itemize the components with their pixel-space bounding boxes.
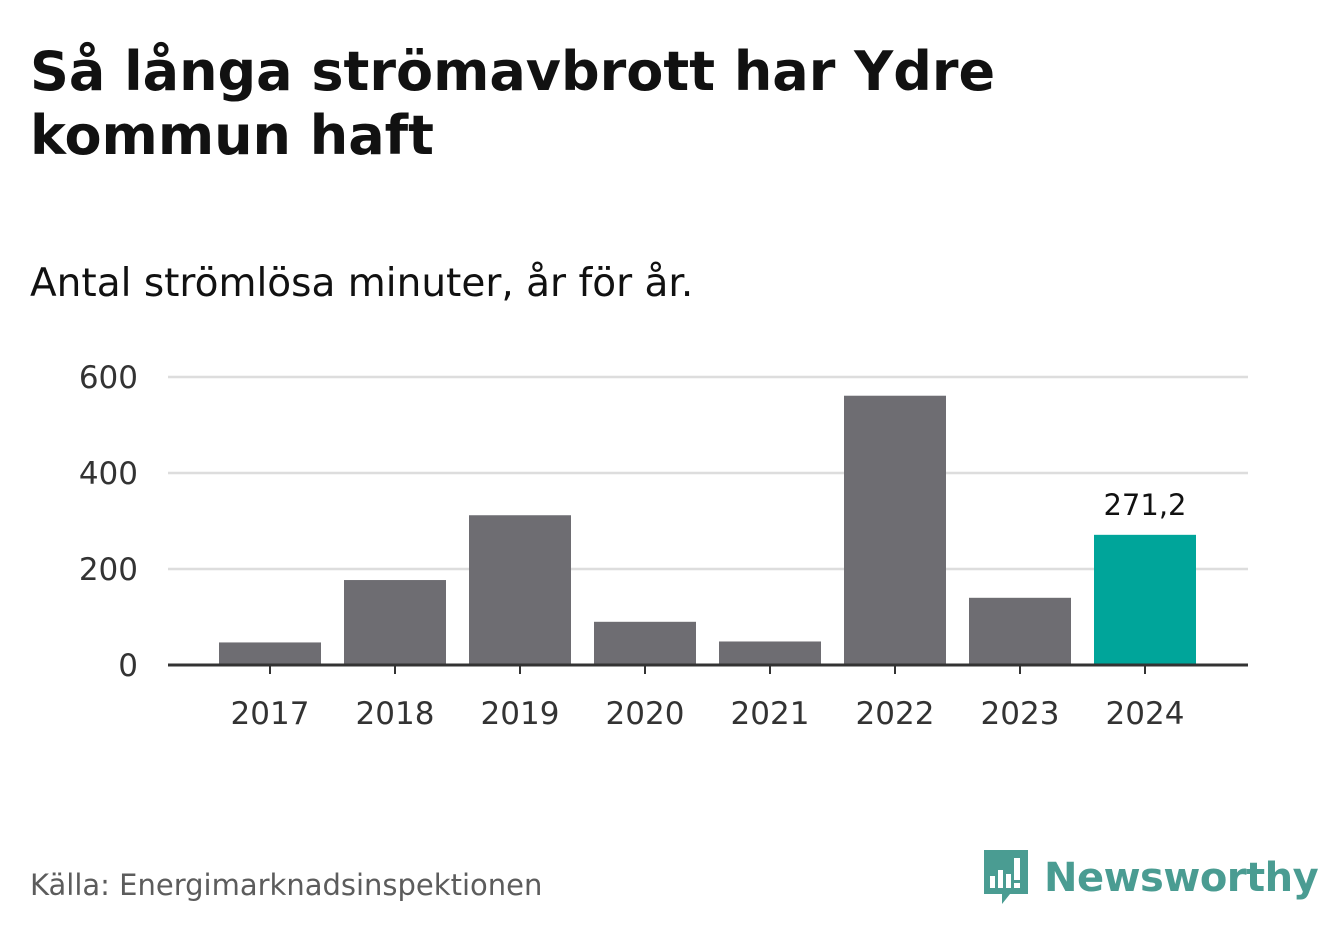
bar: [844, 395, 946, 665]
y-tick-label: 0: [118, 648, 138, 684]
bar: [969, 597, 1071, 665]
x-tick-label: 2021: [731, 696, 810, 732]
x-tick-label: 2019: [481, 696, 560, 732]
data-label: 271,2: [1103, 488, 1186, 522]
bar: [594, 621, 696, 665]
y-tick-label: 600: [79, 360, 138, 396]
x-tick-label: 2017: [231, 696, 310, 732]
brand-name: Newsworthy: [1044, 855, 1319, 901]
bar: [344, 580, 446, 665]
x-tick-label: 2018: [356, 696, 435, 732]
chart-title: Så långa strömavbrott har Ydre kommun ha…: [30, 40, 996, 167]
newsworthy-chart-bubble-icon: [984, 850, 1028, 904]
x-tick-label: 2022: [856, 696, 935, 732]
bar: [719, 641, 821, 665]
x-tick-label: 2023: [981, 696, 1060, 732]
y-tick-label: 200: [79, 552, 138, 588]
bar: [469, 515, 571, 665]
chart-subtitle: Antal strömlösa minuter, år för år.: [30, 261, 694, 306]
bar: [219, 642, 321, 665]
newsworthy-brand[interactable]: Newsworthy: [980, 846, 1319, 910]
source-note: Källa: Energimarknadsinspektionen: [30, 868, 543, 902]
bar: [1094, 534, 1196, 665]
y-tick-label: 400: [79, 456, 138, 492]
x-tick-label: 2024: [1106, 696, 1185, 732]
x-tick-label: 2020: [606, 696, 685, 732]
